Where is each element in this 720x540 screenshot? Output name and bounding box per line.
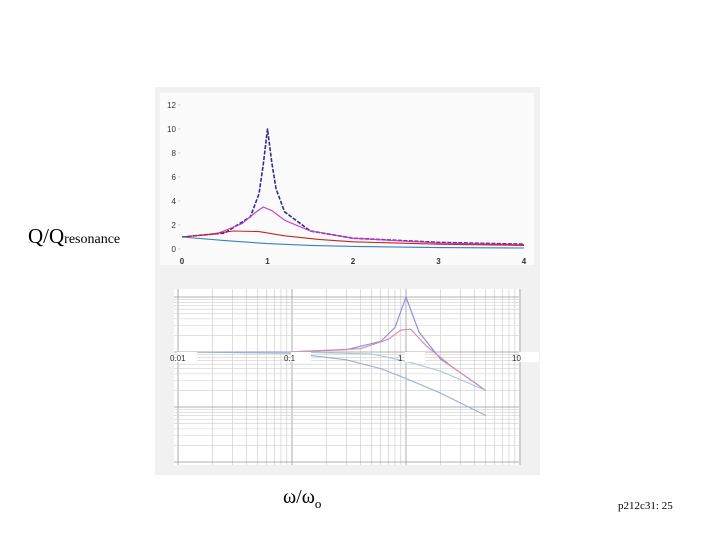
top-y-tick-label: 0 bbox=[172, 245, 177, 254]
bottom-x-tick-label: 10 bbox=[512, 354, 521, 363]
x-axis-label-main: ω/ω bbox=[283, 486, 315, 508]
y-axis-label-main: Q/Q bbox=[28, 224, 65, 248]
y-axis-label: Q/Qresonance bbox=[28, 224, 120, 249]
bottom-x-tick-bg bbox=[177, 352, 197, 362]
slide-reference: p212c31: 25 bbox=[618, 500, 673, 512]
x-axis-label-sub: o bbox=[314, 496, 322, 511]
top-x-tick-label: 0 bbox=[180, 257, 185, 266]
top-series-3-line bbox=[181, 236, 525, 249]
top-y-tick-label: 12 bbox=[167, 101, 176, 110]
y-axis-label-sub: resonance bbox=[64, 232, 121, 247]
top-x-tick-label: 3 bbox=[436, 257, 441, 266]
bottom-x-tick-bg bbox=[519, 352, 539, 362]
top-y-tick-label: 6 bbox=[172, 173, 177, 182]
bottom-x-tick-label: 0.01 bbox=[170, 354, 186, 363]
top-series-lines bbox=[181, 128, 525, 249]
top-x-tick-label: 4 bbox=[522, 257, 527, 266]
top-y-tick-label: 10 bbox=[167, 125, 176, 134]
top-y-tick-label: 8 bbox=[172, 149, 177, 158]
top-plot-background bbox=[160, 93, 534, 265]
bottom-x-tick-label: 0.1 bbox=[284, 354, 296, 363]
top-series-2-line bbox=[181, 230, 525, 246]
top-y-tick-label: 4 bbox=[172, 197, 177, 206]
bottom-series-1-line bbox=[177, 328, 487, 391]
top-series-1-line bbox=[181, 206, 525, 246]
top-y-tick-label: 2 bbox=[172, 221, 177, 230]
top-x-tick-label: 1 bbox=[265, 257, 270, 266]
bottom-x-tick-label: 1 bbox=[398, 354, 403, 363]
bottom-series-2-line bbox=[178, 351, 486, 391]
top-x-tick-label: 2 bbox=[351, 257, 356, 266]
x-axis-label: ω/ωo bbox=[283, 486, 322, 511]
bottom-axis-ticks: 0.01 0.1 1 10 bbox=[170, 352, 539, 363]
bottom-x-tick-bg bbox=[405, 352, 425, 362]
bottom-x-tick-bg bbox=[291, 352, 311, 362]
